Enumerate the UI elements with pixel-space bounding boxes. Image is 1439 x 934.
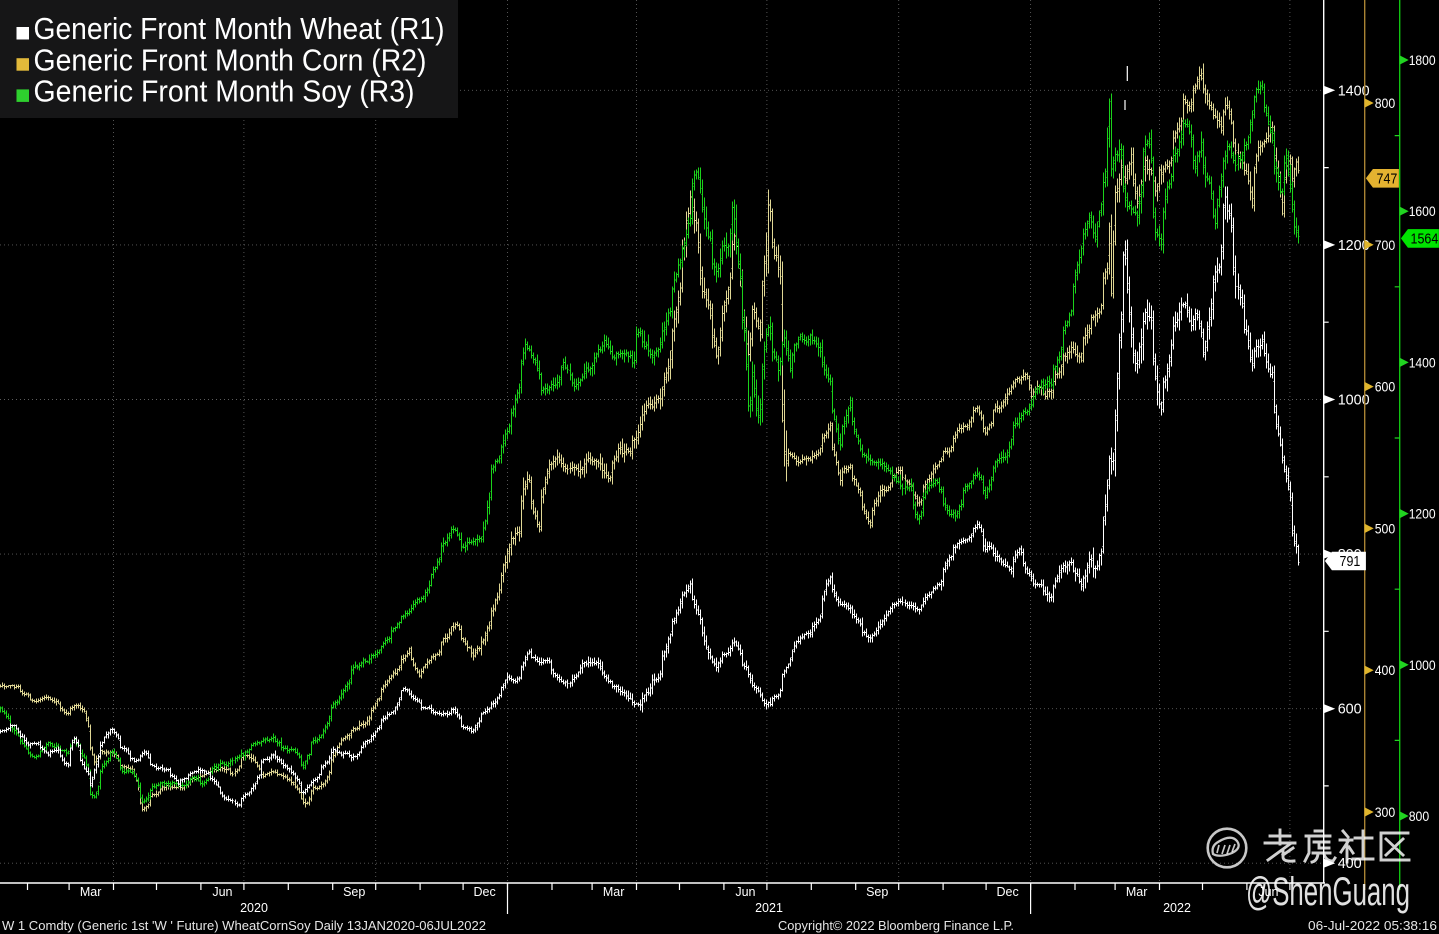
svg-text:400: 400 xyxy=(1375,663,1396,678)
svg-text:Sep: Sep xyxy=(866,885,888,899)
svg-text:1400: 1400 xyxy=(1409,355,1436,370)
svg-text:800: 800 xyxy=(1409,809,1430,824)
svg-text:Copyright© 2022 Bloomberg Fina: Copyright© 2022 Bloomberg Finance L.P. xyxy=(778,919,1014,933)
svg-text:300: 300 xyxy=(1375,805,1396,820)
svg-text:Dec: Dec xyxy=(473,885,495,899)
svg-text:700: 700 xyxy=(1375,238,1396,253)
svg-text:Generic Front Month Wheat (R1): Generic Front Month Wheat (R1) xyxy=(34,11,445,46)
svg-text:Sep: Sep xyxy=(343,885,365,899)
svg-text:1400: 1400 xyxy=(1338,82,1370,99)
svg-text:1000: 1000 xyxy=(1409,658,1436,673)
svg-text:747: 747 xyxy=(1377,170,1398,186)
svg-text:Generic Front Month Soy (R3): Generic Front Month Soy (R3) xyxy=(34,74,415,109)
svg-text:1564: 1564 xyxy=(1411,231,1439,247)
svg-text:1200: 1200 xyxy=(1338,237,1370,254)
svg-text:Dec: Dec xyxy=(996,885,1018,899)
svg-text:Jun: Jun xyxy=(212,885,232,899)
svg-text:1600: 1600 xyxy=(1409,204,1436,219)
svg-text:800: 800 xyxy=(1375,96,1396,111)
svg-text:W 1 Comdty (Generic 1st 'W ' F: W 1 Comdty (Generic 1st 'W ' Future) Whe… xyxy=(2,919,486,933)
svg-text:Jun: Jun xyxy=(1258,885,1278,899)
svg-text:2022: 2022 xyxy=(1163,901,1191,915)
svg-text:Mar: Mar xyxy=(603,885,625,899)
svg-text:Generic Front Month Corn (R2): Generic Front Month Corn (R2) xyxy=(34,42,427,77)
svg-text:600: 600 xyxy=(1338,701,1362,718)
svg-text:600: 600 xyxy=(1375,380,1396,395)
svg-text:06-Jul-2022 05:38:16: 06-Jul-2022 05:38:16 xyxy=(1308,919,1437,933)
svg-text:Mar: Mar xyxy=(1126,885,1148,899)
svg-text:1200: 1200 xyxy=(1409,507,1436,522)
svg-text:2020: 2020 xyxy=(240,901,268,915)
svg-text:1800: 1800 xyxy=(1409,53,1436,68)
svg-text:2021: 2021 xyxy=(755,901,783,915)
svg-text:Jun: Jun xyxy=(735,885,755,899)
svg-text:1000: 1000 xyxy=(1338,392,1370,409)
svg-text:@ShenGuang: @ShenGuang xyxy=(1246,870,1410,914)
svg-text:500: 500 xyxy=(1375,521,1396,536)
svg-text:Mar: Mar xyxy=(80,885,102,899)
svg-text:791: 791 xyxy=(1340,553,1361,569)
